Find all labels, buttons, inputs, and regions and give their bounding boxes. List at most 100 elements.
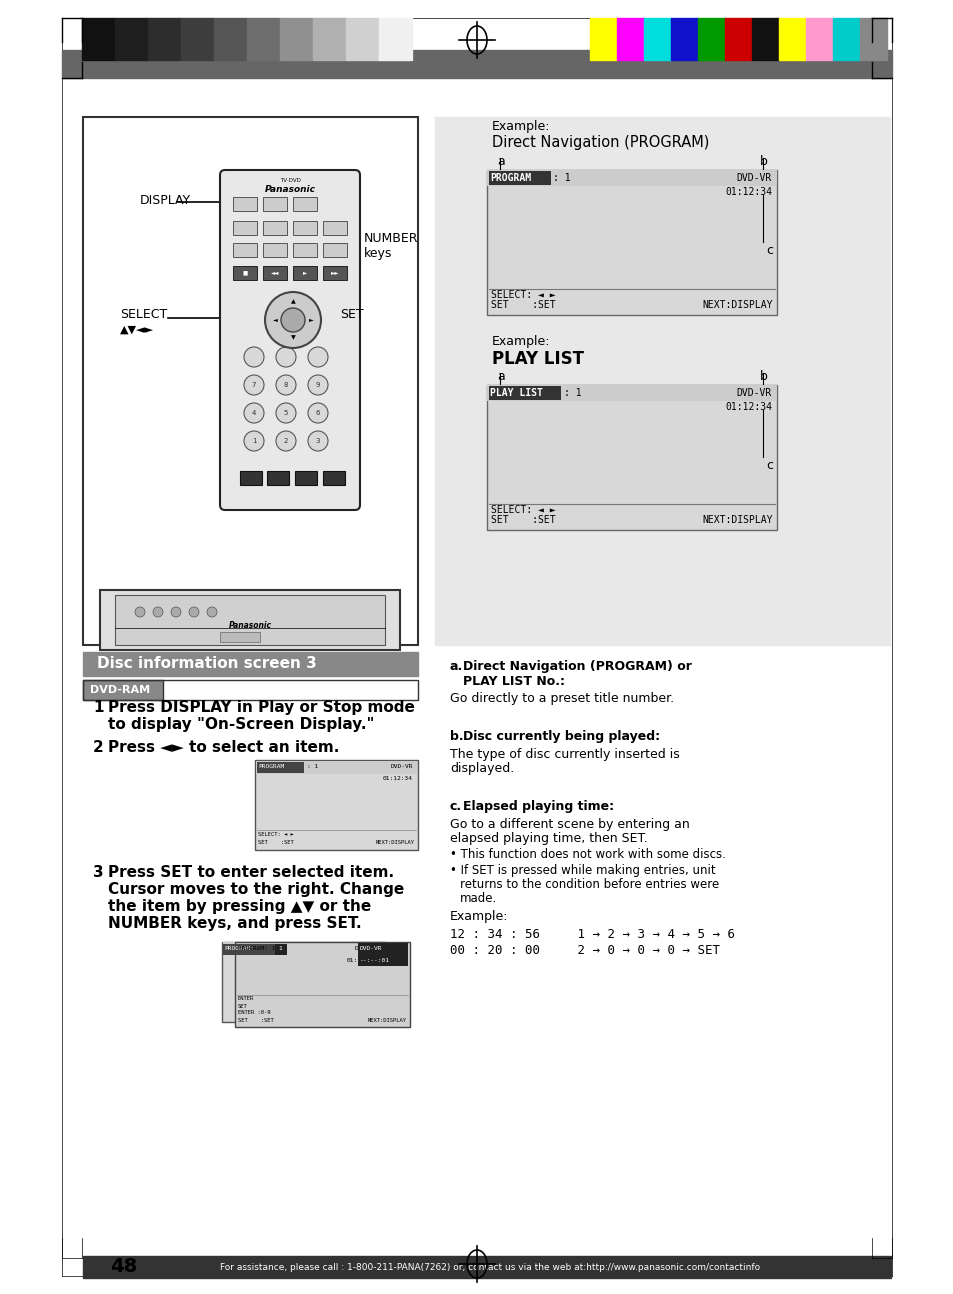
Bar [486, 170, 776, 314]
Bar [357, 943, 408, 955]
Text: SET    :SET: SET :SET [257, 840, 294, 845]
Text: ENTER: ENTER [237, 996, 254, 1002]
Text: ◄◄: ◄◄ [271, 270, 279, 276]
Text: ►: ► [309, 317, 313, 322]
Text: Go to a different scene by entering an: Go to a different scene by entering an [450, 818, 689, 831]
Text: made.: made. [459, 892, 497, 905]
Text: 48: 48 [110, 1258, 137, 1276]
Bar [83, 681, 163, 700]
FancyBboxPatch shape [220, 170, 359, 510]
Bar [670, 18, 698, 60]
Bar [267, 471, 289, 485]
Text: • If SET is pressed while making entries, unit: • If SET is pressed while making entries… [450, 864, 715, 877]
Text: SET: SET [237, 1004, 248, 1009]
Text: 3: 3 [315, 437, 320, 444]
Text: SELECT: ◄ ►: SELECT: ◄ ► [491, 505, 555, 515]
Text: SET    :SET: SET :SET [237, 1017, 274, 1022]
Circle shape [275, 402, 295, 423]
Text: 9: 9 [315, 382, 320, 388]
Circle shape [244, 375, 264, 395]
Text: SET: SET [339, 308, 363, 321]
Text: 01:12:34: 01:12:34 [347, 959, 376, 964]
Text: 1: 1 [277, 946, 281, 951]
Bar [832, 18, 859, 60]
Bar [643, 18, 670, 60]
Text: b: b [760, 370, 767, 383]
Circle shape [152, 607, 163, 617]
Text: DVD-VR: DVD-VR [359, 946, 382, 951]
Text: Example:: Example: [450, 910, 508, 923]
Text: Panasonic: Panasonic [229, 621, 272, 629]
Text: PLAY LIST: PLAY LIST [492, 349, 583, 367]
Text: SELECT: ◄ ►: SELECT: ◄ ► [257, 832, 294, 837]
Text: elapsed playing time, then SET.: elapsed playing time, then SET. [450, 832, 647, 845]
Bar [263, 267, 287, 280]
Bar [779, 18, 805, 60]
Text: ENTER :0-9: ENTER :0-9 [237, 1011, 271, 1016]
Text: --:--:01: --:--:01 [359, 958, 390, 963]
Text: PROGRAM:: PROGRAM: [224, 946, 253, 951]
Text: ◄: ◄ [273, 317, 277, 322]
Bar [293, 221, 316, 236]
Text: NUMBER: NUMBER [364, 232, 418, 245]
Bar [489, 386, 560, 400]
Circle shape [171, 607, 181, 617]
Circle shape [244, 347, 264, 367]
Bar [357, 954, 408, 967]
Text: 2: 2 [283, 437, 288, 444]
Bar [234, 942, 410, 1027]
Bar [589, 18, 617, 60]
Text: 6: 6 [315, 410, 320, 415]
Bar [486, 386, 776, 531]
Text: 5: 5 [283, 410, 288, 415]
Bar [263, 197, 287, 211]
Text: ►: ► [302, 270, 307, 276]
Bar [293, 267, 316, 280]
Text: b.: b. [450, 730, 463, 743]
Text: Direct Navigation (PROGRAM): Direct Navigation (PROGRAM) [492, 135, 709, 150]
Bar [223, 942, 384, 955]
Bar [233, 221, 256, 236]
Text: NEXT:DISPLAY: NEXT:DISPLAY [375, 840, 415, 845]
Bar [220, 631, 260, 642]
Text: 12 : 34 : 56     1 → 2 → 3 → 4 → 5 → 6: 12 : 34 : 56 1 → 2 → 3 → 4 → 5 → 6 [450, 928, 734, 941]
Circle shape [275, 431, 295, 452]
Text: Cursor moves to the right. Change: Cursor moves to the right. Change [108, 883, 404, 897]
Bar [100, 590, 399, 650]
Bar [247, 18, 280, 60]
Text: 1: 1 [252, 437, 256, 444]
Text: The type of disc currently inserted is: The type of disc currently inserted is [450, 748, 679, 761]
Text: DVD-VR: DVD-VR [390, 765, 413, 770]
Text: b: b [760, 155, 767, 168]
Text: NUMBER keys, and press SET.: NUMBER keys, and press SET. [108, 916, 361, 930]
Text: • This function does not work with some discs.: • This function does not work with some … [450, 848, 725, 861]
Bar [222, 942, 385, 1022]
Text: SET    :SET: SET :SET [491, 300, 555, 311]
Text: a: a [497, 370, 504, 383]
Text: 00 : 20 : 00     2 → 0 → 0 → 0 → SET: 00 : 20 : 00 2 → 0 → 0 → 0 → SET [450, 945, 720, 958]
Text: ▲▼◄►: ▲▼◄► [120, 325, 153, 335]
Circle shape [281, 308, 305, 333]
Circle shape [308, 375, 328, 395]
Bar [83, 1256, 890, 1278]
Bar [859, 18, 886, 60]
Circle shape [189, 607, 199, 617]
Bar [293, 243, 316, 258]
Text: Disc information screen 3: Disc information screen 3 [97, 656, 316, 672]
Text: keys: keys [364, 246, 392, 260]
Text: c.: c. [450, 800, 461, 813]
Text: DVD-RAM: DVD-RAM [90, 685, 150, 695]
Bar [323, 243, 347, 258]
Text: ►►: ►► [331, 270, 339, 276]
Circle shape [275, 375, 295, 395]
Bar [256, 762, 304, 773]
Text: a.: a. [450, 660, 463, 673]
Text: PROGRAM: PROGRAM [257, 765, 284, 770]
Bar [83, 116, 417, 644]
Bar [293, 197, 316, 211]
Text: the item by pressing ▲▼ or the: the item by pressing ▲▼ or the [108, 899, 371, 914]
Bar [489, 171, 551, 185]
Text: 1: 1 [92, 700, 103, 716]
Text: Disc currently being played:: Disc currently being played: [462, 730, 659, 743]
Bar [83, 652, 417, 675]
